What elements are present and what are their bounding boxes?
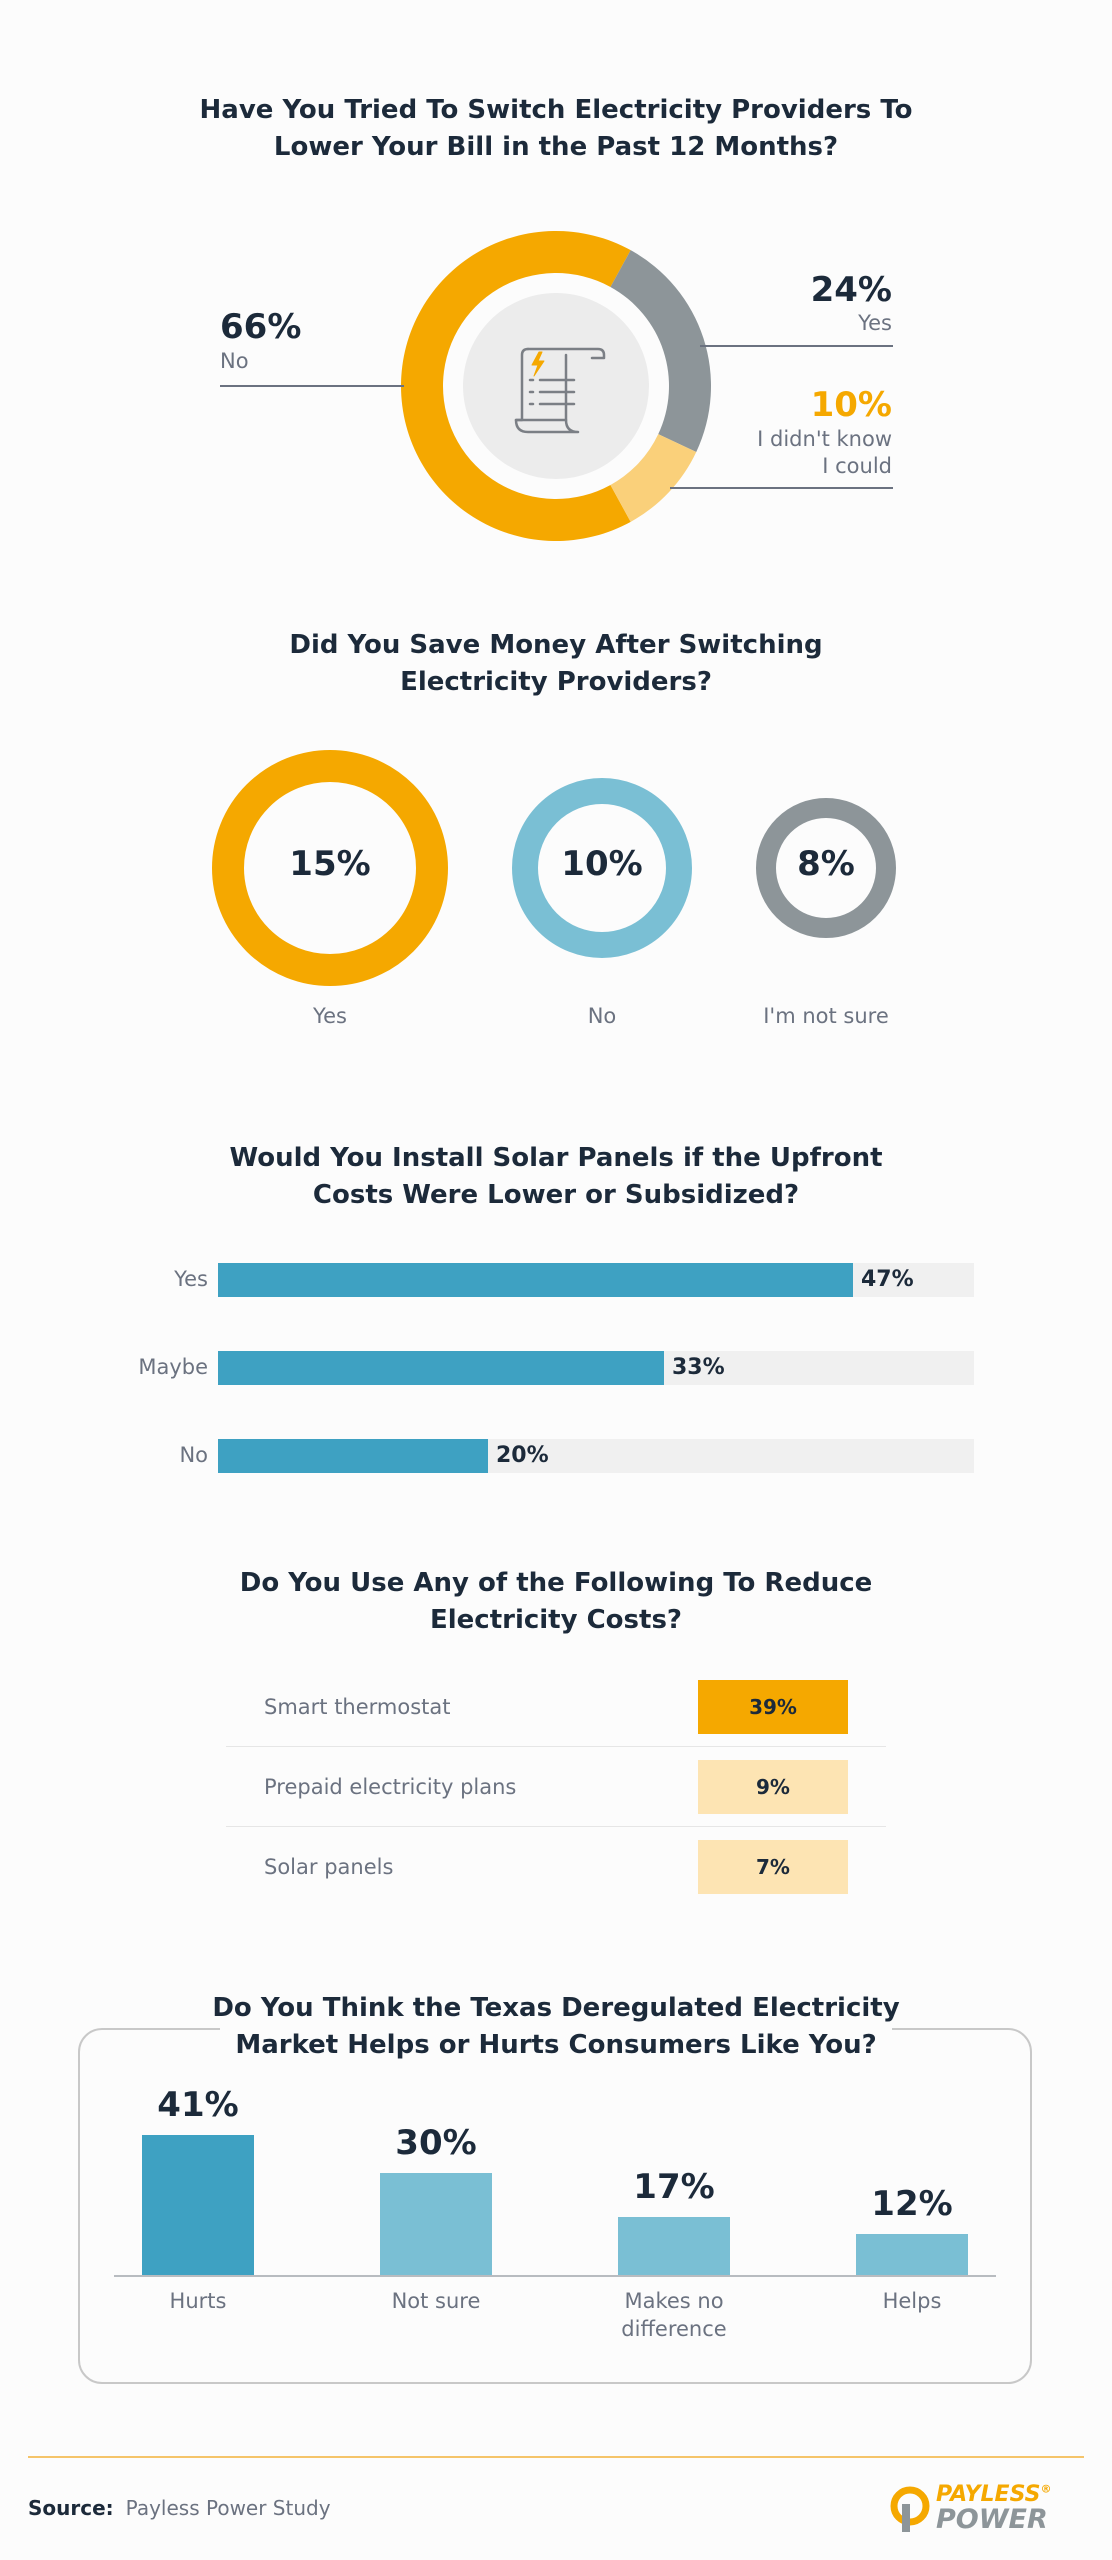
bar-maybe <box>218 1351 664 1385</box>
market-title: Do You Think the Texas Deregulated Elect… <box>0 1990 1112 2064</box>
logo-mark-icon <box>890 2486 930 2532</box>
bar-label-hurts: Hurts <box>169 2289 227 2313</box>
market-baseline <box>114 2275 996 2277</box>
source-text: Payless Power Study <box>125 2496 331 2520</box>
logo-text-top: PAYLESS <box>936 2482 1041 2507</box>
switch-title-line1: Have You Tried To Switch Electricity Pro… <box>199 95 913 125</box>
reduce-title-line2: Electricity Costs? <box>429 1605 683 1635</box>
bar-value-helps: 12% <box>871 2184 953 2224</box>
bar-yes <box>218 1263 853 1297</box>
didnt-know-label-line2: I could <box>822 454 892 478</box>
table-row-label: Prepaid electricity plans <box>264 1775 517 1799</box>
donut-yes-label: Yes <box>858 311 892 335</box>
logo-registered: ® <box>1040 2482 1052 2496</box>
table-row-value: 9% <box>698 1760 848 1814</box>
ring-not-sure <box>756 798 896 938</box>
bill-receipt-icon <box>514 347 606 434</box>
ring-no <box>512 778 692 958</box>
market-title-line1: Do You Think the Texas Deregulated Elect… <box>212 1993 900 2023</box>
table-row: Solar panels 7% <box>226 1827 886 1907</box>
market-title-line2: Market Helps or Hurts Consumers Like You… <box>235 2030 877 2060</box>
reduce-title-line1: Do You Use Any of the Following To Reduc… <box>239 1568 873 1598</box>
ring-yes-label: Yes <box>313 1004 347 1028</box>
saved-rings-chart <box>212 750 896 986</box>
table-row-label: Solar panels <box>264 1855 394 1879</box>
bar-value-yes: 47% <box>861 1267 914 1292</box>
table-row-value: 39% <box>698 1680 848 1734</box>
bar-makes-no-difference <box>618 2217 730 2275</box>
saved-title-line1: Did You Save Money After Switching <box>289 630 823 660</box>
ring-not-sure-label: I'm not sure <box>763 1004 889 1028</box>
ring-no-label: No <box>587 1004 617 1028</box>
ring-not-sure-value: 8% <box>797 844 855 884</box>
market-title-backdrop <box>220 1984 892 2074</box>
footer-divider <box>28 2456 1084 2458</box>
logo-line1: PAYLESS® <box>936 2482 1052 2507</box>
donut-slice-no <box>401 230 631 541</box>
switch-title-line2: Lower Your Bill in the Past 12 Months? <box>273 132 839 162</box>
solar-title-line2: Costs Were Lower or Subsidized? <box>312 1180 800 1210</box>
reduce-title: Do You Use Any of the Following To Reduc… <box>0 1565 1112 1639</box>
bar-label-yes: Yes <box>174 1267 208 1291</box>
bar-label-maybe: Maybe <box>138 1355 208 1379</box>
bar-label-helps: Helps <box>882 2289 942 2313</box>
ring-yes <box>212 750 448 986</box>
bar-hurts <box>142 2135 254 2275</box>
donut-slice-didnt-know <box>610 434 697 522</box>
ring-no-value: 10% <box>561 844 643 884</box>
bar-label-not-sure: Not sure <box>391 2289 481 2313</box>
saved-title: Did You Save Money After Switching Elect… <box>0 627 1112 701</box>
bar-not-sure <box>380 2173 492 2275</box>
source-note: Source: Payless Power Study <box>28 2496 331 2520</box>
no-leader-line <box>220 385 404 387</box>
row-divider <box>226 1826 886 1827</box>
makes-no-line1: Makes no <box>624 2289 724 2313</box>
bar-value-hurts: 41% <box>157 2085 239 2125</box>
donut-yes-value: 24% <box>810 270 892 310</box>
makes-no-line2: difference <box>621 2317 727 2341</box>
bar-value-makes-no-difference: 17% <box>633 2167 715 2207</box>
table-row: Prepaid electricity plans 9% <box>226 1747 886 1827</box>
logo-line2: POWER <box>936 2504 1048 2535</box>
bar-value-maybe: 33% <box>672 1355 725 1380</box>
payless-power-logo: PAYLESS® POWER <box>888 2478 1088 2538</box>
yes-leader-line <box>700 345 893 347</box>
donut-didnt-know-label: I didn't know I could <box>757 426 892 480</box>
bar-value-no: 20% <box>496 1443 549 1468</box>
donut-slices <box>401 230 711 541</box>
donut-no-value: 66% <box>220 307 302 347</box>
didnt-know-leader-line <box>670 487 893 489</box>
donut-no-label: No <box>220 349 249 373</box>
switch-donut-chart <box>401 230 711 541</box>
didnt-know-label-line1: I didn't know <box>757 427 892 451</box>
table-row-value: 7% <box>698 1840 848 1894</box>
donut-center <box>463 293 649 479</box>
bar-value-not-sure: 30% <box>395 2123 477 2163</box>
solar-title: Would You Install Solar Panels if the Up… <box>0 1140 1112 1214</box>
row-divider <box>226 1746 886 1747</box>
switch-title: Have You Tried To Switch Electricity Pro… <box>0 92 1112 166</box>
source-label: Source: <box>28 2496 114 2520</box>
bar-helps <box>856 2234 968 2275</box>
bar-label-makes-no-difference: Makes no difference <box>574 2287 774 2343</box>
donut-slice-yes <box>610 250 711 452</box>
donut-didnt-know-value: 10% <box>810 385 892 425</box>
table-row: Smart thermostat 39% <box>226 1667 886 1747</box>
table-row-label: Smart thermostat <box>264 1695 451 1719</box>
bar-label-no: No <box>179 1443 208 1467</box>
saved-title-line2: Electricity Providers? <box>400 667 712 697</box>
solar-title-line1: Would You Install Solar Panels if the Up… <box>229 1143 883 1173</box>
ring-yes-value: 15% <box>289 844 371 884</box>
bar-no <box>218 1439 488 1473</box>
